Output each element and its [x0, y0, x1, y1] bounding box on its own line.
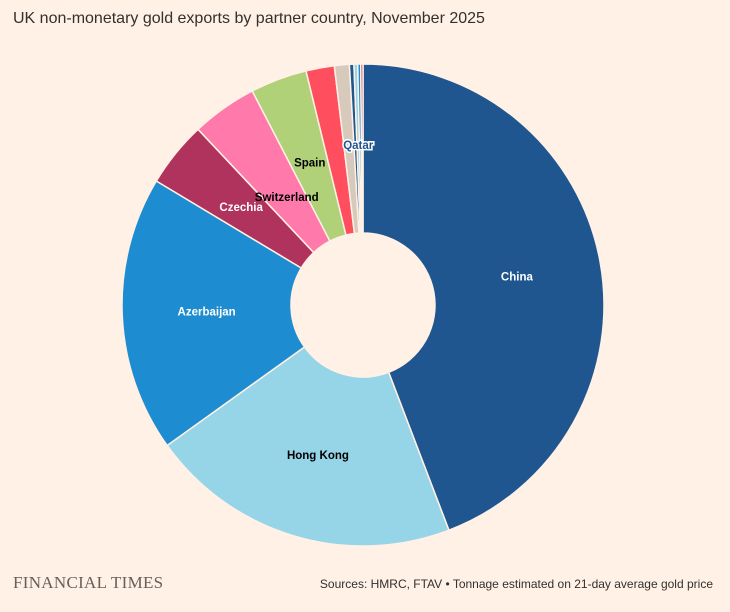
label-switzerland: Switzerland [255, 192, 319, 204]
chart-title: UK non-monetary gold exports by partner … [13, 10, 485, 27]
slice-other-5[interactable] [359, 63, 364, 234]
label-spain: Spain [294, 158, 325, 170]
label-czechia: Czechia [219, 202, 263, 214]
ft-logo: FINANCIAL TIMES [13, 573, 164, 592]
label-china: China [501, 272, 534, 284]
label-qatar: Qatar [343, 140, 374, 152]
donut-slices [121, 63, 605, 547]
label-hong-kong: Hong Kong [287, 450, 349, 462]
slice-china[interactable] [362, 63, 605, 532]
slice-labels: China Hong Kong Azerbaijan CzechiaSwitzerla… [178, 139, 534, 462]
label-azerbaijan: Azerbaijan [178, 306, 236, 318]
source-note: Sources: HMRC, FTAV • Tonnage estimated … [319, 577, 713, 591]
slice-hong-kong[interactable] [166, 345, 450, 547]
slice-azerbaijan[interactable] [121, 179, 306, 447]
